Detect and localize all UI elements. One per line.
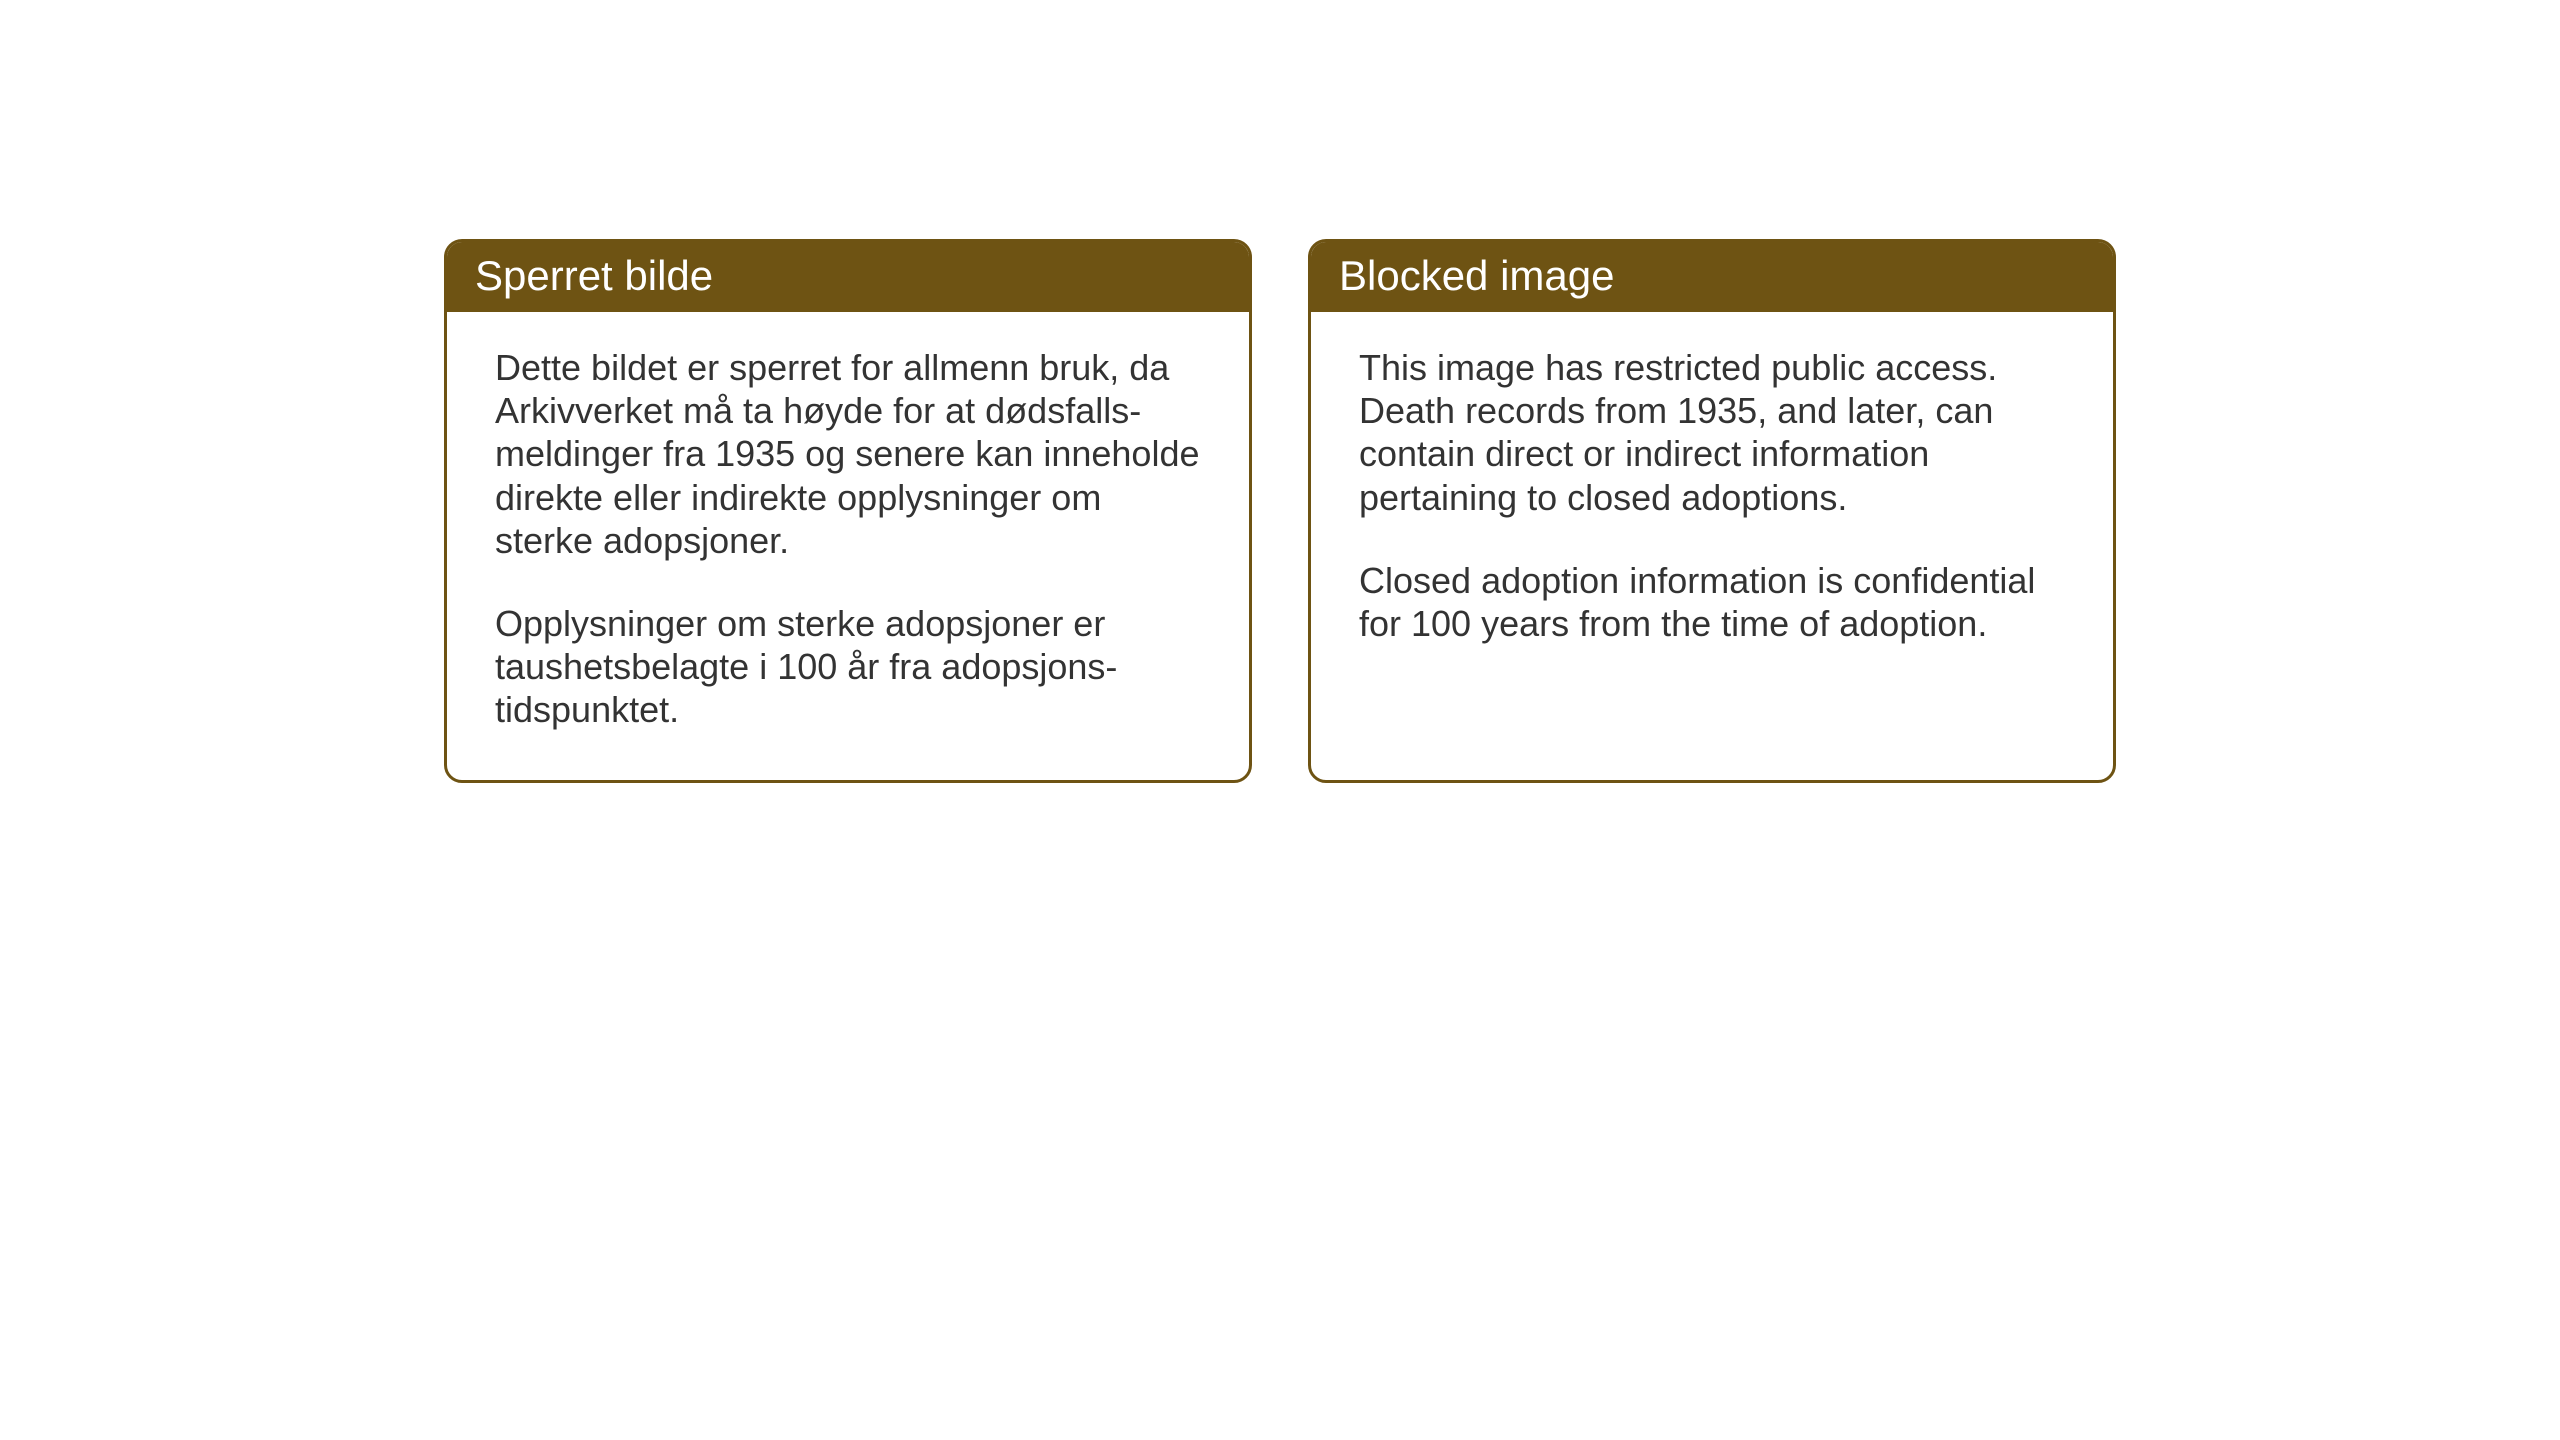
notice-card-norwegian: Sperret bilde Dette bildet er sperret fo…	[444, 239, 1252, 783]
notice-container: Sperret bilde Dette bildet er sperret fo…	[444, 239, 2116, 783]
notice-card-english: Blocked image This image has restricted …	[1308, 239, 2116, 783]
notice-paragraph-2-norwegian: Opplysninger om sterke adopsjoner er tau…	[495, 602, 1201, 732]
notice-title-english: Blocked image	[1339, 252, 2085, 300]
notice-header-norwegian: Sperret bilde	[447, 242, 1249, 312]
notice-paragraph-2-english: Closed adoption information is confident…	[1359, 559, 2065, 645]
notice-paragraph-1-norwegian: Dette bildet er sperret for allmenn bruk…	[495, 346, 1201, 562]
notice-body-norwegian: Dette bildet er sperret for allmenn bruk…	[447, 312, 1249, 780]
notice-body-english: This image has restricted public access.…	[1311, 312, 2113, 752]
notice-title-norwegian: Sperret bilde	[475, 252, 1221, 300]
notice-header-english: Blocked image	[1311, 242, 2113, 312]
notice-paragraph-1-english: This image has restricted public access.…	[1359, 346, 2065, 519]
